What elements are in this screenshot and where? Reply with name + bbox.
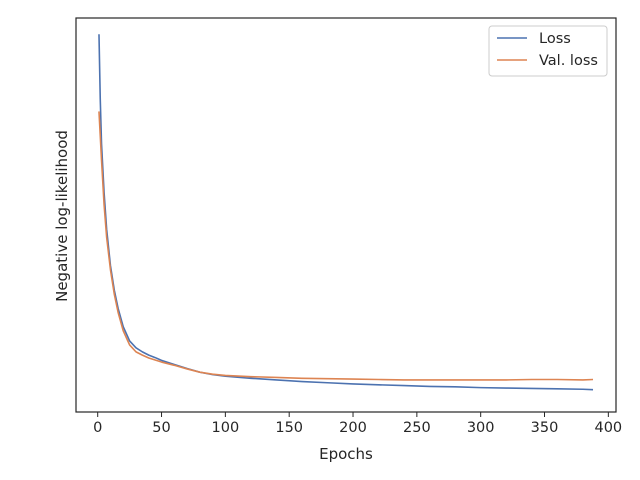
y-axis-label: Negative log-likelihood xyxy=(53,130,71,302)
plot-frame xyxy=(75,17,617,413)
x-tick-label: 250 xyxy=(403,420,431,436)
legend-label-val-loss: Val. loss xyxy=(539,53,598,69)
x-tick-label: 50 xyxy=(152,420,170,436)
legend-label-loss: Loss xyxy=(539,31,571,47)
legend: Loss Val. loss xyxy=(488,25,608,77)
series-line-val-loss xyxy=(98,111,594,381)
x-tick-label: 350 xyxy=(531,420,559,436)
series-line-loss xyxy=(98,34,594,391)
x-tick-label: 0 xyxy=(93,420,102,436)
series-layer xyxy=(98,34,594,391)
x-ticks: 0 50 100 150 200 250 300 350 400 xyxy=(93,412,622,436)
x-tick-label: 300 xyxy=(467,420,495,436)
x-tick-label: 100 xyxy=(212,420,240,436)
x-tick-label: 150 xyxy=(275,420,303,436)
x-tick-label: 200 xyxy=(339,420,367,436)
x-axis-label: Epochs xyxy=(319,445,373,463)
x-tick-label: 400 xyxy=(594,420,622,436)
